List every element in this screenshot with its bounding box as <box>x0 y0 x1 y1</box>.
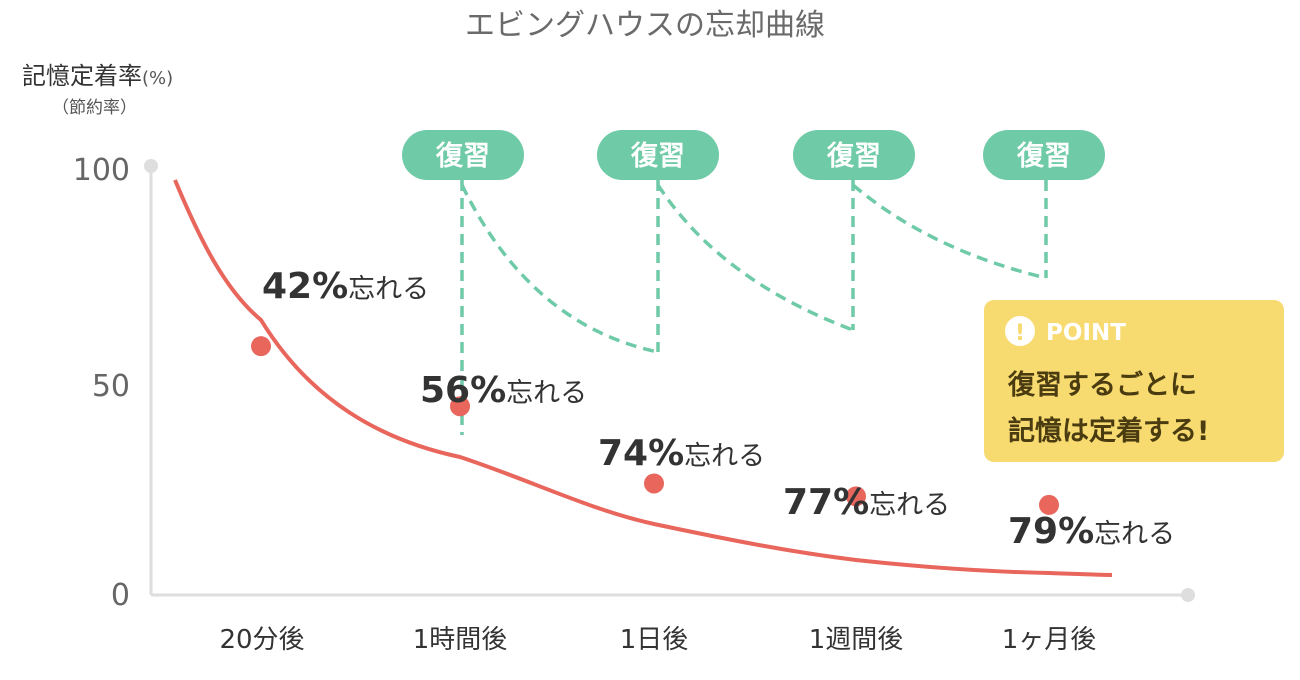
point-body-line-2: 記憶は定着する! <box>1008 415 1209 447</box>
review-decay-curve-1 <box>460 184 659 354</box>
forget-suffix: 忘れる <box>684 441 765 472</box>
review-badge-label: 復習 <box>435 140 490 172</box>
curve-data-point <box>644 473 664 494</box>
review-decay-curve-2 <box>656 184 854 332</box>
forget-label: 42%忘れる <box>262 266 429 307</box>
exclamation-icon <box>1005 316 1035 346</box>
curve-data-point <box>1039 494 1059 515</box>
forget-suffix: 忘れる <box>506 378 587 409</box>
curve-data-point <box>450 396 470 417</box>
review-lines <box>460 180 1048 435</box>
forget-suffix: 忘れる <box>869 490 950 521</box>
x-tick-label: 1時間後 <box>413 625 508 655</box>
forgetting-curve-line <box>173 179 1113 577</box>
point-title: POINT <box>1046 320 1126 346</box>
forget-pct: 56% <box>420 370 506 411</box>
forget-pct: 77% <box>783 482 869 523</box>
y-tick-label: 100 <box>73 153 130 188</box>
curve-points <box>251 336 1059 515</box>
point-callout: ! POINT 復習するごとに 記憶は定着する! <box>984 300 1284 462</box>
x-tick-label: 20分後 <box>219 625 304 655</box>
forget-label: 79%忘れる <box>1008 511 1175 552</box>
forget-pct: 79% <box>1008 511 1094 552</box>
review-badge-bg <box>402 130 524 180</box>
exclamation-icon-glyph: ! <box>1015 321 1025 346</box>
review-badge-label: 復習 <box>630 140 685 172</box>
x-tick-label: 1日後 <box>620 625 689 655</box>
review-badge-label: 復習 <box>1016 140 1071 172</box>
review-badge: 復習 <box>983 130 1105 180</box>
forget-suffix: 忘れる <box>1094 519 1175 550</box>
forget-label: 74%忘れる <box>598 433 765 474</box>
x-axis-end-dot <box>1181 588 1195 602</box>
y-tick-label: 50 <box>92 369 130 404</box>
y-tick-label: 0 <box>111 578 130 613</box>
forget-pct: 42% <box>262 266 348 307</box>
review-decay-curve-3 <box>851 183 1047 280</box>
forget-suffix: 忘れる <box>348 274 429 305</box>
review-badge: 復習 <box>402 130 524 180</box>
y-axis-label-main: 記憶定着率 <box>22 62 142 90</box>
y-axis-label-unit: (%) <box>142 68 173 89</box>
forget-label: 56%忘れる <box>420 370 587 411</box>
curve-data-point <box>846 486 866 507</box>
review-badge: 復習 <box>793 130 915 180</box>
review-badge-bg <box>597 130 719 180</box>
x-tick-label: 1ヶ月後 <box>1002 625 1097 655</box>
chart-title: エビングハウスの忘却曲線 <box>465 8 825 43</box>
review-badge-bg <box>793 130 915 180</box>
y-axis-sub-label: （節約率） <box>52 98 137 118</box>
review-badge-bg <box>983 130 1105 180</box>
y-axis-end-dot <box>144 159 158 173</box>
point-body-line-1: 復習するごとに <box>1007 369 1197 401</box>
point-callout-bg <box>984 300 1284 462</box>
forget-pct: 74% <box>598 433 684 474</box>
y-axis-label: 記憶定着率(%) <box>22 62 173 90</box>
review-badge-label: 復習 <box>826 140 881 172</box>
forget-label: 77%忘れる <box>783 482 950 523</box>
x-tick-label: 1週間後 <box>809 625 904 655</box>
review-badge: 復習 <box>597 130 719 180</box>
curve-data-point <box>251 336 271 357</box>
